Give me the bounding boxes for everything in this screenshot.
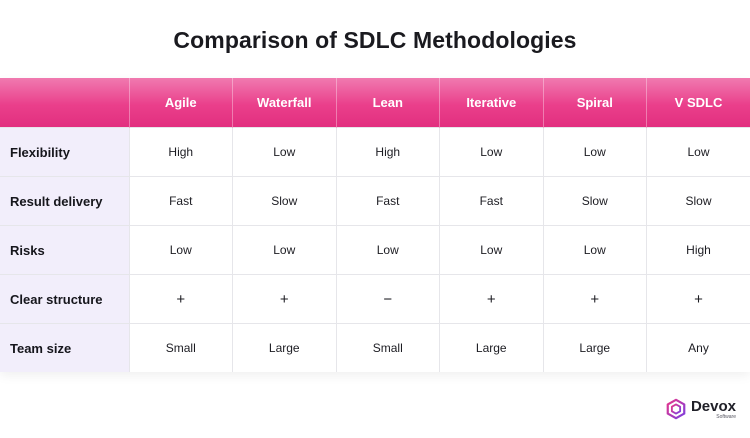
table-row: Result delivery Fast Slow Fast Fast Slow… [0, 176, 750, 226]
table-header-row: Agile Waterfall Lean Iterative Spiral V … [0, 78, 750, 128]
table-cell: High [646, 225, 750, 275]
table-row: Flexibility High Low High Low Low Low [0, 127, 750, 177]
table-cell: High [129, 127, 233, 177]
table-cell: + [439, 274, 544, 324]
table-row: Risks Low Low Low Low Low High [0, 225, 750, 275]
column-header: Spiral [543, 78, 647, 128]
table-row: Clear structure + + − + + + [0, 274, 750, 324]
column-header: Waterfall [232, 78, 337, 128]
page-title: Comparison of SDLC Methodologies [173, 27, 577, 53]
devox-logo: Devox Software [665, 398, 736, 420]
row-header: Risks [0, 225, 130, 275]
logo-subtitle: Software [716, 413, 736, 420]
table-cell: High [336, 127, 440, 177]
table-cell: + [543, 274, 647, 324]
table-cell: Large [439, 323, 544, 372]
table-cell: + [129, 274, 233, 324]
table-cell: + [646, 274, 750, 324]
table-cell: Low [129, 225, 233, 275]
table-cell: Fast [439, 176, 544, 226]
table-cell: Low [232, 127, 337, 177]
table-cell: Any [646, 323, 750, 372]
row-header: Result delivery [0, 176, 130, 226]
table-cell: Low [439, 225, 544, 275]
table-cell: − [336, 274, 440, 324]
comparison-table-container: Agile Waterfall Lean Iterative Spiral V … [0, 78, 750, 372]
table-cell: Low [543, 225, 647, 275]
table-row: Team size Small Large Small Large Large … [0, 323, 750, 372]
table-cell: Low [232, 225, 337, 275]
row-header: Flexibility [0, 127, 130, 177]
table-cell: Low [439, 127, 544, 177]
column-header: V SDLC [646, 78, 750, 128]
table-cell: Small [129, 323, 233, 372]
table-cell: Fast [336, 176, 440, 226]
table-cell: Low [543, 127, 647, 177]
devox-hexagon-logo-icon [666, 398, 686, 420]
table-cell: Slow [543, 176, 647, 226]
table-cell: Slow [232, 176, 337, 226]
table-cell: Fast [129, 176, 233, 226]
column-header: Lean [336, 78, 440, 128]
table-cell: Small [336, 323, 440, 372]
table-cell: + [232, 274, 337, 324]
header-corner-cell [0, 78, 130, 128]
table-cell: Large [232, 323, 337, 372]
logo-name: Devox [690, 397, 736, 415]
table-cell: Low [646, 127, 750, 177]
column-header: Iterative [439, 78, 544, 128]
comparison-table: Agile Waterfall Lean Iterative Spiral V … [0, 78, 750, 372]
column-header: Agile [129, 78, 233, 128]
row-header: Team size [0, 323, 130, 372]
row-header: Clear structure [0, 274, 130, 324]
table-cell: Low [336, 225, 440, 275]
table-cell: Large [543, 323, 647, 372]
table-cell: Slow [646, 176, 750, 226]
